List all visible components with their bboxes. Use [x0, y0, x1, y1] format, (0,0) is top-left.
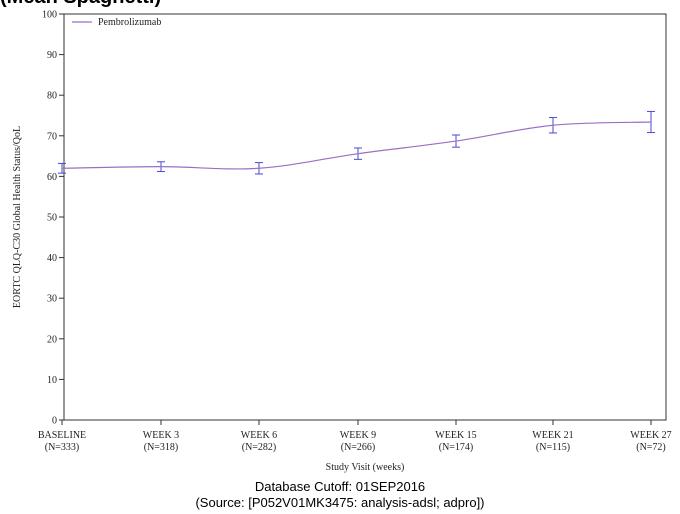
y-tick-label: 10	[47, 375, 57, 386]
y-tick-label: 40	[47, 253, 57, 264]
x-tick-sublabel: (N=333)	[45, 442, 80, 453]
data-point	[160, 166, 162, 168]
y-tick-label: 60	[47, 172, 57, 183]
y-tick-label: 0	[52, 416, 57, 427]
x-tick-label: WEEK 3	[143, 430, 179, 441]
y-tick-label: 50	[47, 213, 57, 224]
x-tick-sublabel: (N=266)	[341, 442, 376, 453]
x-tick-sublabel: (N=282)	[242, 442, 277, 453]
legend-label: Pembrolizumab	[98, 17, 161, 28]
x-tick-label: WEEK 27	[630, 430, 671, 441]
x-tick-sublabel: (N=72)	[636, 442, 666, 453]
y-tick-label: 20	[47, 334, 57, 345]
y-axis-title: EORTC QLQ-C30 Global Health Status/QoL	[12, 126, 23, 308]
x-tick-label: BASELINE	[38, 430, 86, 441]
data-point	[61, 167, 63, 169]
source-note: (Source: [P052V01MK3475: analysis-adsl; …	[0, 495, 680, 510]
database-cutoff-note: Database Cutoff: 01SEP2016	[0, 479, 680, 494]
y-tick-label: 100	[42, 10, 57, 21]
data-point	[552, 124, 554, 126]
x-tick-sublabel: (N=174)	[439, 442, 474, 453]
y-tick-label: 70	[47, 131, 57, 142]
x-tick-sublabel: (N=318)	[144, 442, 179, 453]
series-line-pembrolizumab	[62, 122, 651, 169]
x-tick-sublabel: (N=115)	[536, 442, 570, 453]
data-point	[650, 121, 652, 123]
data-point	[357, 153, 359, 155]
x-tick-label: WEEK 9	[340, 430, 376, 441]
y-tick-label: 80	[47, 91, 57, 102]
chart: 0 10 20 30 40 50 60 70 80 90 100 BASELINE(N=333) WEE…	[0, 0, 680, 478]
x-tick-label: WEEK 6	[241, 430, 277, 441]
x-tick-label: WEEK 21	[532, 430, 573, 441]
plot-frame	[64, 14, 666, 420]
y-tick-label: 90	[47, 50, 57, 61]
x-axis-title: Study Visit (weeks)	[326, 462, 405, 473]
data-point	[258, 167, 260, 169]
data-point	[455, 140, 457, 142]
y-tick-label: 30	[47, 294, 57, 305]
x-tick-label: WEEK 15	[435, 430, 476, 441]
